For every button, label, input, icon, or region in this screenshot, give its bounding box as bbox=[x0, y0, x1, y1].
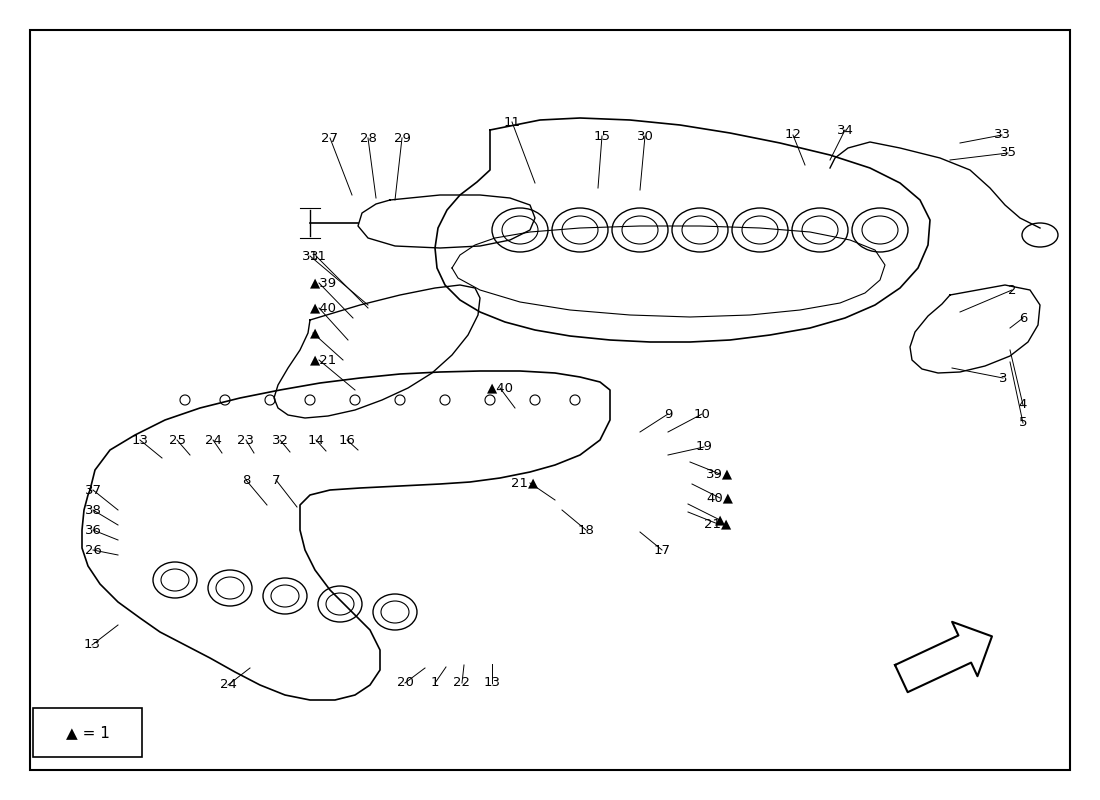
Text: ▲: ▲ bbox=[715, 514, 725, 526]
Text: 1: 1 bbox=[431, 677, 439, 690]
Text: 40▲: 40▲ bbox=[706, 491, 734, 505]
Text: 38: 38 bbox=[85, 503, 101, 517]
Text: 5: 5 bbox=[1019, 417, 1027, 430]
Text: 18: 18 bbox=[578, 523, 594, 537]
Text: 24: 24 bbox=[220, 678, 236, 691]
Text: 4: 4 bbox=[1019, 398, 1027, 411]
Text: 13: 13 bbox=[84, 638, 100, 651]
Text: 31: 31 bbox=[310, 250, 327, 262]
Text: 15: 15 bbox=[594, 130, 610, 142]
Text: ▲: ▲ bbox=[310, 326, 320, 339]
Text: 33: 33 bbox=[993, 129, 1011, 142]
Text: 37: 37 bbox=[85, 483, 101, 497]
Text: 29: 29 bbox=[394, 131, 410, 145]
Text: 11: 11 bbox=[504, 115, 520, 129]
Text: 30: 30 bbox=[637, 130, 653, 142]
Text: 34: 34 bbox=[837, 123, 854, 137]
Text: ▲ = 1: ▲ = 1 bbox=[66, 725, 109, 740]
Text: 23: 23 bbox=[238, 434, 254, 446]
Text: 13: 13 bbox=[484, 677, 500, 690]
Text: 8: 8 bbox=[242, 474, 250, 486]
Text: 21▲: 21▲ bbox=[704, 518, 732, 530]
Text: 6: 6 bbox=[1019, 311, 1027, 325]
Text: 17: 17 bbox=[653, 543, 671, 557]
Text: 3: 3 bbox=[999, 371, 1008, 385]
Text: 36: 36 bbox=[85, 523, 101, 537]
FancyBboxPatch shape bbox=[33, 708, 142, 757]
Text: 21▲: 21▲ bbox=[512, 477, 539, 490]
Text: 35: 35 bbox=[1000, 146, 1016, 159]
Text: 25: 25 bbox=[168, 434, 186, 446]
Text: 39▲: 39▲ bbox=[706, 467, 734, 481]
Text: 20: 20 bbox=[397, 677, 414, 690]
Text: ▲40: ▲40 bbox=[486, 382, 514, 394]
Polygon shape bbox=[895, 622, 992, 692]
Text: 31: 31 bbox=[301, 250, 319, 262]
Text: ▲40: ▲40 bbox=[310, 302, 337, 314]
Text: 32: 32 bbox=[272, 434, 288, 446]
Text: 27: 27 bbox=[321, 131, 339, 145]
Text: ▲21: ▲21 bbox=[310, 354, 338, 366]
Text: 7: 7 bbox=[272, 474, 280, 486]
Text: 2: 2 bbox=[1008, 283, 1016, 297]
Text: 22: 22 bbox=[453, 677, 471, 690]
Text: 9: 9 bbox=[663, 407, 672, 421]
Text: 16: 16 bbox=[339, 434, 355, 446]
Text: 28: 28 bbox=[360, 131, 376, 145]
Text: 14: 14 bbox=[308, 434, 324, 446]
Text: 10: 10 bbox=[694, 407, 711, 421]
Text: 19: 19 bbox=[695, 441, 713, 454]
Text: 12: 12 bbox=[784, 129, 802, 142]
Text: ▲39: ▲39 bbox=[310, 277, 337, 290]
Text: 26: 26 bbox=[85, 543, 101, 557]
Text: 24: 24 bbox=[205, 434, 221, 446]
Text: 13: 13 bbox=[132, 434, 148, 446]
